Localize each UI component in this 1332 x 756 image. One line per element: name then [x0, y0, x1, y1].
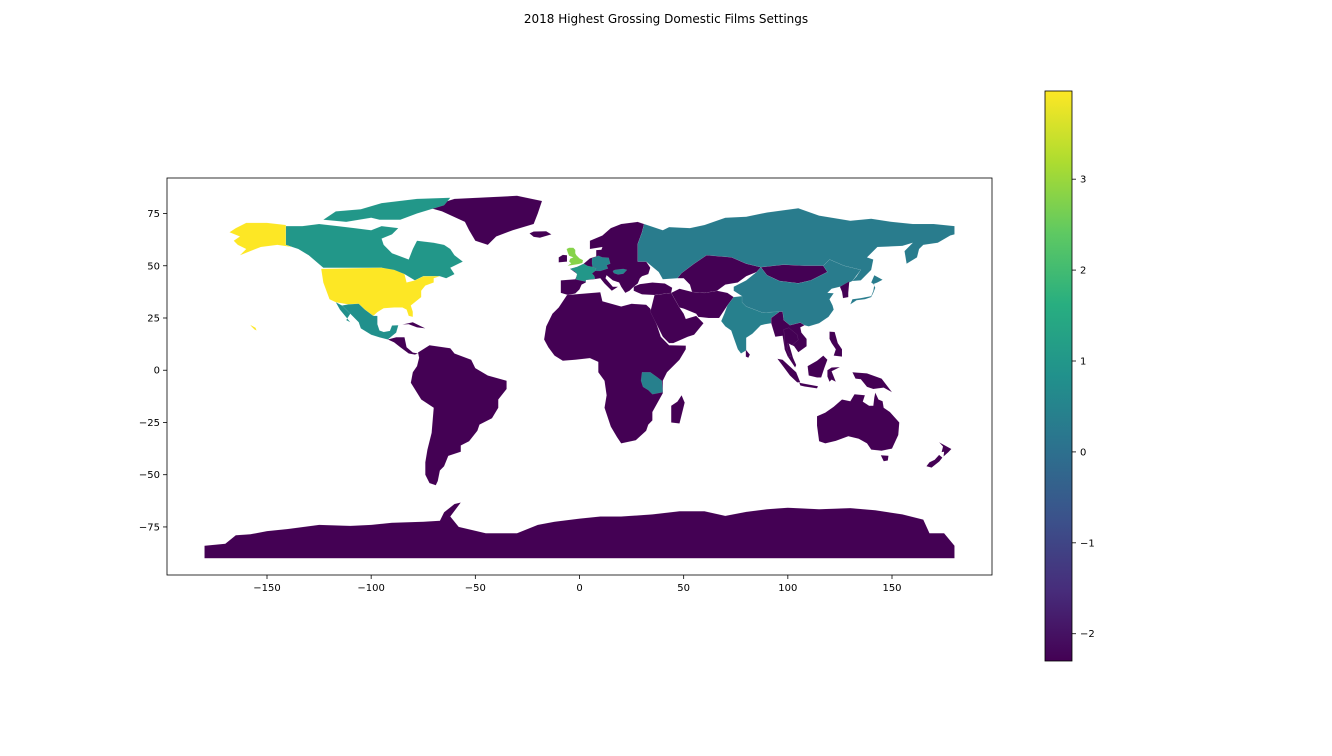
- y-tick-label: 50: [147, 261, 160, 272]
- colorbar-frame: [1044, 90, 1073, 662]
- y-tick-label: 0: [154, 366, 160, 377]
- region-central-america: [387, 337, 419, 355]
- colorbar-tick-label: 0: [1080, 447, 1086, 458]
- x-tick-label: −50: [465, 583, 486, 594]
- colorbar-tick-label: 2: [1080, 266, 1086, 277]
- colorbar-tick-label: −1: [1080, 538, 1095, 549]
- colorbar-tick-label: 1: [1080, 357, 1086, 368]
- x-tick-label: 150: [882, 583, 901, 594]
- region-kazakhstan-central-asia: [677, 255, 761, 294]
- region-sulawesi: [827, 367, 840, 382]
- region-greenland: [427, 195, 543, 246]
- y-tick-label: −25: [139, 418, 160, 429]
- region-tasmania: [880, 455, 889, 462]
- region-france: [569, 263, 597, 282]
- region-japan: [850, 275, 883, 305]
- region-madagascar: [671, 395, 685, 424]
- region-new-guinea: [852, 372, 893, 393]
- y-axis: 75 50 25 0 −25 −50 −75: [139, 209, 167, 533]
- region-philippines: [829, 331, 843, 357]
- region-turkey: [633, 282, 673, 296]
- region-antarctica: [204, 502, 955, 559]
- region-africa: [543, 292, 686, 444]
- region-mexico: [335, 302, 399, 340]
- region-sri-lanka: [745, 349, 751, 358]
- y-tick-label: −75: [139, 522, 160, 533]
- x-tick-label: −150: [253, 583, 280, 594]
- region-alaska: [229, 222, 293, 256]
- colorbar-tick-label: −2: [1080, 629, 1095, 640]
- region-hawaii: [250, 324, 257, 331]
- colorbar-axis: 3 2 1 0 −1 −2: [1072, 175, 1095, 640]
- region-australia: [816, 392, 900, 451]
- y-tick-label: 75: [147, 209, 160, 220]
- region-new-zealand: [939, 442, 952, 457]
- region-new-zealand-south: [926, 454, 943, 468]
- region-korea: [839, 281, 850, 299]
- region-canadian-arctic: [323, 197, 451, 223]
- region-ireland: [558, 254, 568, 263]
- region-hungary-region: [612, 268, 628, 275]
- region-south-america: [410, 345, 507, 486]
- region-united-kingdom: [566, 247, 584, 266]
- chart-title: 2018 Highest Grossing Domestic Films Set…: [523, 12, 809, 26]
- y-tick-label: −50: [139, 470, 160, 481]
- region-borneo: [807, 355, 828, 378]
- region-tanzania: [640, 372, 663, 395]
- x-tick-label: 50: [677, 583, 690, 594]
- region-sumatra: [777, 358, 801, 383]
- x-tick-label: −100: [357, 583, 384, 594]
- x-tick-label: 100: [778, 583, 797, 594]
- region-thailand: [783, 327, 799, 357]
- colorbar-tick-label: 3: [1080, 175, 1086, 186]
- x-tick-label: 0: [576, 583, 582, 594]
- region-iceland: [529, 231, 552, 238]
- region-cuba: [402, 322, 426, 329]
- x-axis: −150 −100 −50 0 50 100 150: [253, 575, 902, 594]
- y-tick-label: 25: [147, 313, 160, 324]
- colorbar: [1045, 91, 1072, 661]
- region-germany: [591, 255, 611, 272]
- map-regions: [204, 195, 955, 559]
- region-java: [799, 382, 819, 389]
